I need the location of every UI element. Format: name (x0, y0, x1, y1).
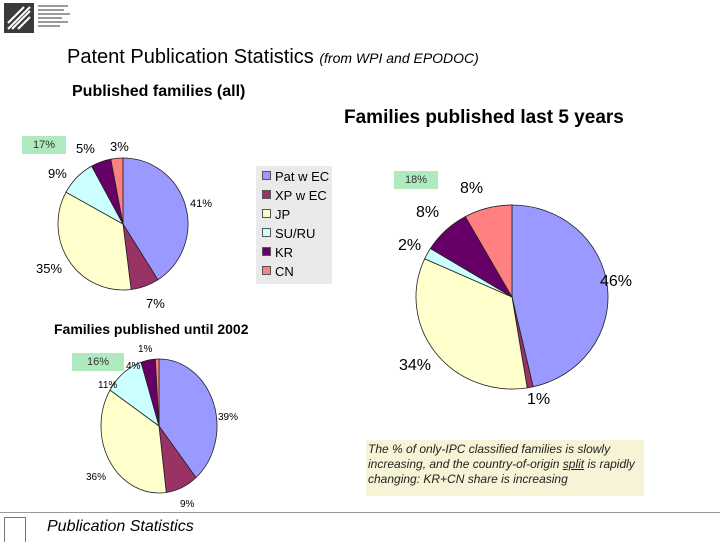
logo-wordmark (38, 5, 78, 29)
label-all-patwec: 41% (190, 198, 213, 210)
label-last5-patwec: 46% (600, 273, 633, 290)
pie-last5 (415, 204, 609, 390)
label-last5-suru: 2% (398, 237, 422, 254)
legend-swatch (262, 228, 271, 237)
pie-slice-pat-w-ec (158, 358, 218, 479)
pie-slice-cn (110, 157, 124, 225)
legend-item: CN (262, 264, 294, 279)
label-until2002-patwec: 39% (218, 412, 239, 423)
legend-label: XP w EC (275, 188, 327, 203)
chart-title-all: Published families (all) (72, 83, 246, 100)
label-last5-jp: 34% (399, 357, 432, 374)
footer-title: Publication Statistics (47, 518, 194, 535)
label-last5-xpwec: 1% (527, 391, 551, 408)
footer-mark (4, 517, 26, 542)
legend-swatch (262, 190, 271, 199)
footer-bar (0, 512, 720, 542)
pie-slice-jp (57, 191, 132, 291)
label-all-kr: 5% (76, 141, 95, 156)
note-text-post: is rapidly changing: KR+CN share is incr… (368, 457, 635, 486)
label-all-suru: 9% (48, 166, 67, 181)
label-until2002-suru: 11% (98, 380, 118, 391)
pie-all (57, 157, 189, 291)
pie-slice-cn (464, 204, 513, 299)
label-last5-cn: 8% (460, 180, 484, 197)
legend-swatch (262, 247, 271, 256)
legend-swatch (262, 266, 271, 275)
chart-legend: Pat w EC XP w EC JP SU/RU KR CN (256, 166, 332, 284)
pie-until2002 (100, 358, 218, 494)
label-until2002-kr: 4% (126, 361, 141, 372)
legend-item: XP w EC (262, 188, 327, 203)
page-title: Patent Publication Statistics (from WPI … (67, 46, 479, 69)
legend-item: SU/RU (262, 226, 315, 241)
pie-slice-jp (415, 258, 528, 390)
highlight-last5: 18% (394, 171, 438, 189)
highlight-until2002: 16% (72, 353, 124, 371)
legend-label: JP (275, 207, 291, 222)
legend-item: Pat w EC (262, 169, 329, 184)
legend-swatch (262, 171, 271, 180)
highlight-all: 17% (22, 136, 66, 154)
label-until2002-xpwec: 9% (180, 499, 195, 510)
pie-charts (57, 157, 609, 494)
legend-label: KR (275, 245, 294, 260)
title-main: Patent Publication Statistics (67, 46, 314, 68)
pie-slice-cn (154, 358, 160, 427)
label-until2002-jp: 36% (86, 472, 107, 483)
pie-slice-pat-w-ec (511, 204, 609, 388)
label-all-jp: 35% (36, 261, 63, 276)
legend-item: JP (262, 207, 290, 222)
legend-label: Pat w EC (275, 169, 330, 184)
legend-label: SU/RU (275, 226, 316, 241)
commentary-note: The % of only-IPC classified families is… (366, 440, 644, 496)
title-subtitle: (from WPI and EPODOC) (319, 50, 479, 66)
chart-title-last5: Families published last 5 years (344, 107, 624, 128)
label-last5-kr: 8% (416, 204, 440, 221)
legend-label: CN (275, 264, 294, 279)
note-text-underlined: split (562, 457, 585, 471)
label-until2002-cn: 1% (138, 344, 153, 355)
label-all-cn: 3% (110, 139, 129, 154)
epo-logo (4, 3, 34, 33)
chart-title-until2002: Families published until 2002 (54, 321, 249, 337)
note-text-pre: The % of only-IPC classified families is… (368, 442, 611, 471)
legend-swatch (262, 209, 271, 218)
pie-slice-jp (100, 389, 167, 494)
label-all-xpwec: 7% (146, 296, 165, 311)
legend-item: KR (262, 245, 293, 260)
